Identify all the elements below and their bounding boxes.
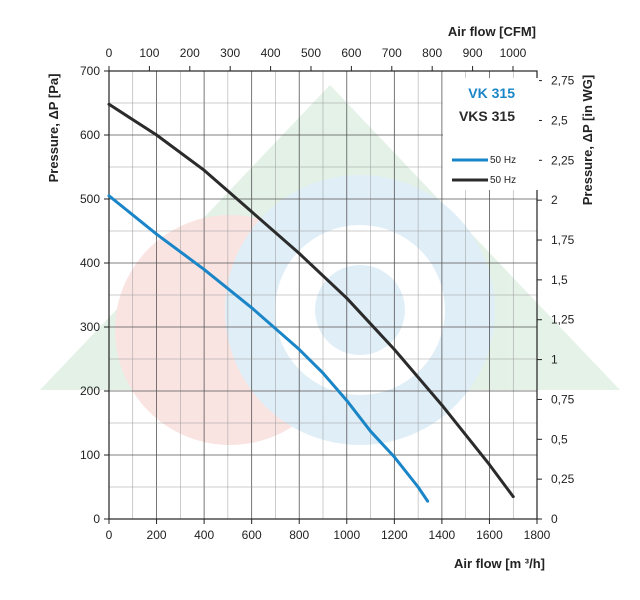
- series-2-point-4: [297, 252, 301, 255]
- tick-label-top-4: 400: [261, 46, 281, 60]
- tick-label-left-1: 100: [80, 448, 100, 462]
- tick-label-bottom-1: 200: [147, 528, 167, 542]
- legend-label-series-1: 50 Hz: [490, 155, 516, 166]
- tick-label-right-4: 1: [551, 353, 558, 367]
- series-line-2: [107, 102, 515, 499]
- tick-label-right-9: 2,25: [551, 153, 575, 167]
- tick-label-left-5: 500: [80, 192, 100, 206]
- tick-label-right-11: 2,75: [551, 74, 575, 88]
- tick-label-top-3: 300: [220, 46, 240, 60]
- series-1-point-0: [107, 194, 111, 198]
- series-1-point-6: [345, 399, 349, 402]
- series-2-point-7: [440, 403, 444, 407]
- series-1-point-2: [202, 268, 206, 271]
- y-axis-right-title: Pressure, ΔP [in WG]: [580, 75, 595, 205]
- tick-label-bottom-9: 1800: [524, 528, 551, 542]
- tick-label-bottom-6: 1200: [381, 528, 408, 542]
- series-1-point-9: [416, 485, 420, 489]
- tick-label-right-3: 0,75: [551, 392, 575, 406]
- tick-label-left-3: 300: [80, 320, 100, 334]
- tick-label-top-7: 700: [382, 46, 402, 60]
- tick-label-top-10: 1000: [500, 46, 527, 60]
- tick-label-left-0: 0: [93, 512, 100, 526]
- series-1-point-1: [155, 232, 158, 236]
- series-1-point-10: [426, 499, 430, 503]
- tick-label-bottom-2: 400: [194, 528, 214, 542]
- series-1-point-3: [250, 306, 254, 310]
- series-1-point-5: [321, 371, 325, 375]
- series-1-point-7: [369, 429, 372, 433]
- plot-frame: [108, 70, 538, 520]
- tick-label-top-0: 0: [106, 46, 113, 60]
- tick-label-left-4: 400: [80, 256, 100, 270]
- tick-label-right-0: 0: [551, 512, 558, 526]
- series-2-point-3: [250, 210, 254, 214]
- series-2-point-2: [202, 168, 206, 172]
- bottom-axis-ticks: 0 200 400 600 800 1000 1200 1400 1600 1800: [106, 519, 551, 542]
- tick-label-bottom-4: 800: [289, 528, 309, 542]
- left-axis-ticks: 0 100 200 300 400 500 600 700: [80, 64, 109, 526]
- tick-label-left-7: 700: [80, 64, 100, 78]
- tick-label-top-9: 900: [463, 46, 483, 60]
- series-2-point-6: [392, 348, 396, 351]
- series-2-point-8: [488, 463, 491, 466]
- series-1-point-4: [297, 348, 301, 351]
- series-2-point-9: [511, 495, 515, 498]
- series-1-point-8: [392, 455, 396, 459]
- legend-title-vks315: VKS 315: [459, 108, 515, 124]
- tick-label-bottom-0: 0: [106, 528, 113, 542]
- legend-label-series-2: 50 Hz: [490, 175, 516, 186]
- tick-label-right-1: 0,25: [551, 472, 575, 486]
- tick-label-right-8: 2: [551, 193, 558, 207]
- tick-label-bottom-3: 600: [242, 528, 262, 542]
- tick-label-top-5: 500: [301, 46, 321, 60]
- tick-label-right-7: 1,75: [551, 233, 575, 247]
- tick-label-top-2: 200: [180, 46, 200, 60]
- legend: VK 315 VKS 315 50 Hz 50 Hz: [443, 78, 539, 190]
- top-axis-ticks: 0 100 200 300 400 500 600 700 800 900 1000: [106, 46, 527, 71]
- tick-label-right-5: 1,25: [551, 313, 575, 327]
- tick-label-bottom-5: 1000: [333, 528, 360, 542]
- series-2-point-0: [107, 102, 111, 106]
- tick-label-top-8: 800: [422, 46, 442, 60]
- series-2-point-5: [345, 296, 349, 300]
- tick-label-right-10: 2,5: [551, 113, 568, 127]
- legend-title-vk315: VK 315: [468, 85, 515, 101]
- tick-label-top-6: 600: [341, 46, 361, 60]
- x-axis-bottom-title: Air flow [m ³/h]: [454, 556, 545, 571]
- right-axis-ticks: 0 0,25 0,5 0,75 1 1,25 1,5 1,75 2 2,25 2,5 2,75: [537, 74, 575, 526]
- tick-label-left-2: 200: [80, 384, 100, 398]
- series-layer: [107, 102, 515, 503]
- tick-label-bottom-7: 1400: [429, 528, 456, 542]
- tick-label-right-6: 1,5: [551, 273, 568, 287]
- series-2-point-1: [155, 133, 158, 137]
- y-axis-left-title: Pressure, ΔP [Pa]: [46, 74, 61, 183]
- watermark-logo: [40, 85, 620, 445]
- tick-label-bottom-8: 1600: [476, 528, 503, 542]
- tick-label-left-6: 600: [80, 128, 100, 142]
- tick-label-top-1: 100: [139, 46, 159, 60]
- x-axis-top-title: Air flow [CFM]: [448, 24, 536, 39]
- tick-label-right-2: 0,5: [551, 432, 568, 446]
